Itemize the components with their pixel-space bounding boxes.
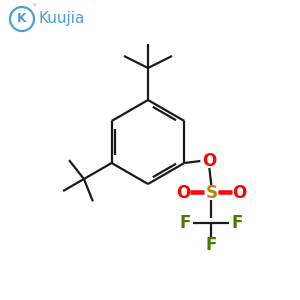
Text: °: ° [32,4,36,10]
Text: S: S [206,184,218,202]
Text: Kuujia: Kuujia [39,11,86,26]
Text: F: F [206,236,217,254]
Text: O: O [232,184,247,202]
Text: F: F [232,214,243,232]
Text: F: F [180,214,191,232]
Text: O: O [176,184,190,202]
Text: O: O [202,152,217,170]
Text: K: K [17,13,27,26]
